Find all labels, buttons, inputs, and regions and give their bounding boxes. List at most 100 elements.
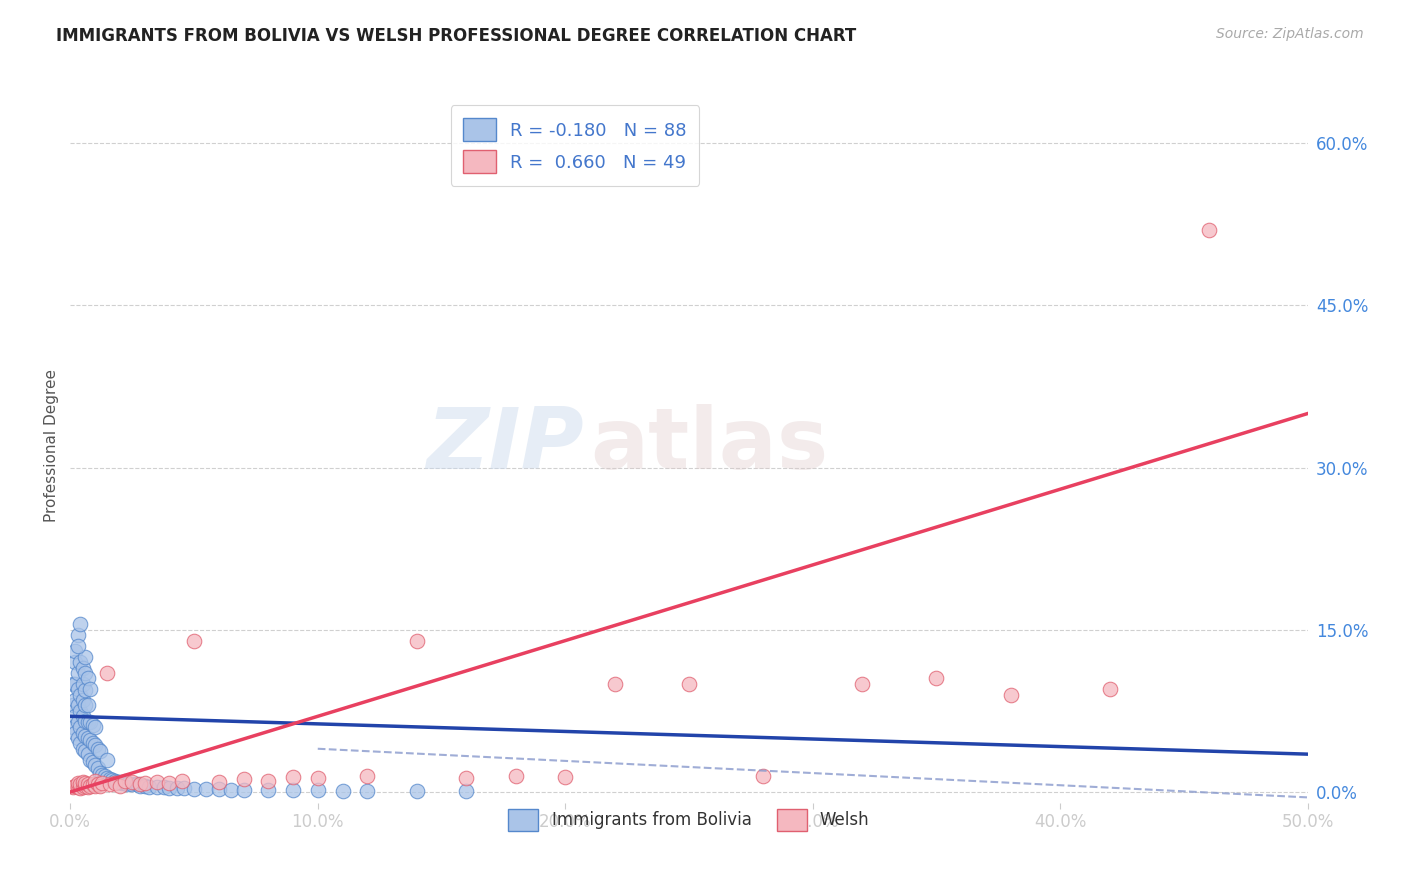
Point <box>84 779 107 793</box>
Point <box>170 774 193 789</box>
Point <box>925 672 948 686</box>
Point <box>69 704 91 718</box>
Point <box>66 666 89 681</box>
Text: IMMIGRANTS FROM BOLIVIA VS WELSH PROFESSIONAL DEGREE CORRELATION CHART: IMMIGRANTS FROM BOLIVIA VS WELSH PROFESS… <box>56 27 856 45</box>
Point <box>76 780 98 794</box>
Point <box>75 729 97 743</box>
Point <box>114 774 136 789</box>
Point <box>332 784 354 798</box>
Point <box>121 775 143 789</box>
Point <box>96 771 118 785</box>
Point <box>127 777 149 791</box>
Point <box>84 720 107 734</box>
Point <box>101 773 124 788</box>
Point <box>86 741 108 756</box>
Point <box>79 753 101 767</box>
Point <box>356 784 378 798</box>
Point <box>456 771 478 785</box>
Point <box>146 775 169 789</box>
Point <box>98 772 121 786</box>
Point <box>91 767 114 781</box>
Point <box>134 776 156 790</box>
Point <box>232 772 254 786</box>
Point <box>114 776 136 790</box>
Y-axis label: Professional Degree: Professional Degree <box>44 369 59 523</box>
Point <box>72 741 94 756</box>
Point <box>554 770 576 784</box>
Point <box>195 781 218 796</box>
Point <box>62 698 84 713</box>
Point <box>84 758 107 772</box>
Point <box>111 776 134 790</box>
Point <box>72 709 94 723</box>
Point <box>66 682 89 697</box>
Point <box>65 644 87 658</box>
Point <box>75 666 97 681</box>
Point <box>257 774 280 789</box>
Point <box>82 777 104 791</box>
Point <box>505 769 527 783</box>
Point <box>76 777 98 791</box>
Point <box>356 769 378 783</box>
Point <box>72 780 94 794</box>
Point <box>62 780 84 794</box>
Point <box>115 777 138 791</box>
Point <box>76 672 98 686</box>
Legend: Immigrants from Bolivia, Welsh: Immigrants from Bolivia, Welsh <box>502 803 876 838</box>
Point <box>128 777 150 791</box>
Point <box>65 655 87 669</box>
Point <box>173 780 195 795</box>
Point <box>75 779 97 793</box>
Point <box>79 682 101 697</box>
Point <box>208 781 231 796</box>
Point <box>69 720 91 734</box>
Point <box>108 775 131 789</box>
Point <box>84 774 107 789</box>
Point <box>65 709 87 723</box>
Point <box>183 633 205 648</box>
Point <box>89 765 111 780</box>
Point <box>86 761 108 775</box>
Point <box>157 776 180 790</box>
Point <box>72 775 94 789</box>
Point <box>69 688 91 702</box>
Point <box>75 683 97 698</box>
Point <box>72 725 94 739</box>
Point <box>108 779 131 793</box>
Point <box>66 731 89 745</box>
Point <box>128 779 150 793</box>
Point <box>752 769 775 783</box>
Point <box>94 769 117 783</box>
Text: Source: ZipAtlas.com: Source: ZipAtlas.com <box>1216 27 1364 41</box>
Point <box>76 747 98 761</box>
Point <box>72 693 94 707</box>
Point <box>72 677 94 691</box>
Point <box>66 628 89 642</box>
Point <box>1000 688 1022 702</box>
Point <box>75 776 97 790</box>
Point <box>121 777 143 791</box>
Point <box>69 617 91 632</box>
Point <box>75 698 97 713</box>
Point <box>1198 223 1220 237</box>
Point <box>166 780 188 795</box>
Point <box>183 781 205 796</box>
Point <box>153 780 176 794</box>
Point <box>134 779 156 793</box>
Point <box>98 777 121 791</box>
Point <box>75 744 97 758</box>
Point <box>69 777 91 791</box>
Point <box>76 731 98 745</box>
Point <box>851 677 873 691</box>
Point <box>82 736 104 750</box>
Point <box>307 782 329 797</box>
Point <box>75 714 97 728</box>
Point <box>75 649 97 664</box>
Point <box>91 776 114 790</box>
Point <box>65 779 87 793</box>
Point <box>72 660 94 674</box>
Point <box>62 677 84 691</box>
Point <box>65 725 87 739</box>
Point <box>66 714 89 729</box>
Point <box>79 733 101 747</box>
